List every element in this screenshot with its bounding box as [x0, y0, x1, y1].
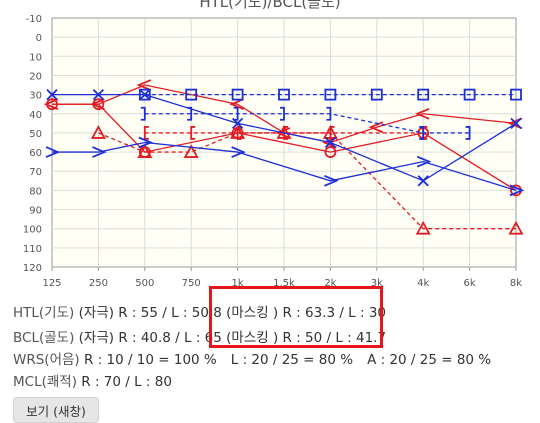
y-tick-label: 70 [29, 167, 42, 178]
right-arrow-marker [416, 155, 432, 168]
bcl-unmasked-values: (자극) R : 40.8 / L : 65 [78, 330, 222, 346]
x-tick-label: 2k [324, 278, 336, 289]
left-arrow-marker [90, 98, 105, 111]
right-bracket-marker [187, 106, 193, 121]
square-marker [231, 88, 244, 101]
htl-summary: HTL(기도) (자극) R : 55 / L : 50.8 (마스킹 ) R … [13, 301, 386, 321]
x-tick-label: 750 [182, 278, 201, 289]
circle-marker [324, 146, 337, 158]
x-tick-label: 500 [135, 278, 154, 289]
triangle-marker [508, 220, 524, 235]
wrs-left-value: L : 20 / 25 = 80 % [230, 352, 354, 368]
right-arrow-marker [324, 174, 339, 187]
htl-label: HTL(기도) [13, 305, 75, 321]
mcl-summary: MCL(쾌적) R : 70 / L : 80 [13, 370, 172, 390]
wrs-aided-value: A : 20 / 25 = 80 % [367, 352, 492, 368]
right-bracket-marker [326, 106, 332, 121]
triangle-marker [137, 144, 153, 158]
series-l-htl [46, 88, 522, 187]
left-arrow-marker [43, 98, 59, 111]
mcl-label: MCL(쾌적) [13, 374, 77, 390]
right-arrow-marker [231, 146, 246, 158]
y-tick-label: 80 [29, 186, 42, 197]
right-bracket-marker [140, 106, 146, 121]
square-marker [138, 88, 151, 101]
square-marker [185, 88, 198, 101]
y-tick-label: -10 [26, 14, 42, 25]
right-arrow-marker [138, 136, 154, 149]
bcl-label: BCL(골도) [13, 330, 75, 346]
series-l-bcl-masked [140, 106, 471, 140]
right-bracket-marker [233, 106, 239, 121]
square-marker [510, 88, 522, 101]
x-tick-label: 1.5k [273, 278, 295, 289]
right-arrow-marker [509, 184, 525, 197]
triangle-marker [415, 220, 431, 235]
y-tick-label: 30 [29, 91, 42, 102]
y-tick-label: 20 [29, 71, 42, 82]
square-marker [463, 88, 476, 101]
wrs-summary: WRS(어음) R : 10 / 10 = 100 % L : 20 / 25 =… [13, 348, 491, 368]
htl-unmasked-values: (자극) R : 55 / L : 50.8 [78, 305, 222, 321]
right-arrow-marker [92, 146, 107, 158]
right-bracket-marker [419, 126, 425, 140]
y-tick-label: 10 [29, 52, 42, 63]
y-tick-label: 0 [36, 33, 42, 44]
y-tick-label: 120 [23, 263, 42, 274]
x-marker [46, 88, 58, 101]
wrs-right-value: R : 10 / 10 = 100 % [83, 352, 217, 368]
x-marker [417, 175, 429, 187]
x-tick-label: 6k [464, 278, 476, 289]
left-arrow-marker [229, 98, 244, 111]
y-tick-label: 100 [23, 225, 42, 236]
x-tick-label: 4k [417, 278, 429, 289]
left-bracket-marker [236, 126, 242, 140]
y-tick-label: 90 [29, 206, 42, 217]
series-r-bcl-masked [143, 126, 428, 140]
triangle-marker [90, 125, 106, 139]
square-marker [278, 88, 290, 101]
right-arrow-marker [45, 146, 61, 158]
left-arrow-marker [368, 121, 384, 134]
left-arrow-marker [414, 107, 430, 120]
series-l-bcl [45, 136, 525, 197]
left-arrow-marker [136, 79, 152, 91]
x-marker [92, 88, 105, 101]
right-bracket-marker [280, 106, 285, 121]
left-bracket-marker [143, 126, 149, 140]
x-tick-label: 250 [89, 278, 108, 289]
square-marker [417, 88, 430, 101]
x-tick-label: 1k [232, 278, 244, 289]
y-tick-label: 50 [29, 129, 42, 140]
y-tick-label: 60 [29, 148, 42, 159]
y-tick-label: 40 [29, 110, 42, 121]
wrs-label: WRS(어음) [13, 352, 80, 368]
x-tick-label: 8k [510, 278, 522, 289]
series-line [52, 141, 517, 192]
view-new-window-button[interactable]: 보기 (새창) [13, 397, 99, 423]
masked-values-highlight-box [209, 286, 383, 348]
right-bracket-marker [465, 126, 471, 140]
square-marker [370, 88, 383, 101]
triangle-marker [183, 144, 199, 158]
series-l-htl-masked [138, 88, 522, 101]
y-tick-label: 110 [23, 244, 42, 255]
htl-masked-values: (마스킹 ) R : 63.3 / L : 30 [226, 305, 387, 321]
x-marker [324, 136, 337, 149]
mcl-values: R : 70 / L : 80 [81, 374, 172, 390]
square-marker [324, 88, 337, 101]
chart-title: HTL(기도)/BCL(골도) [199, 0, 341, 11]
bcl-masked-values: (마스킹 ) R : 50 / L : 41.7 [226, 330, 387, 346]
left-bracket-marker [190, 126, 196, 140]
x-marker [510, 117, 522, 129]
left-bracket-marker [329, 126, 335, 140]
bcl-summary: BCL(골도) (자극) R : 40.8 / L : 65 (마스킹 ) R … [13, 326, 386, 346]
x-tick-label: 125 [42, 278, 61, 289]
x-tick-label: 3k [371, 278, 383, 289]
left-arrow-marker [507, 117, 523, 130]
